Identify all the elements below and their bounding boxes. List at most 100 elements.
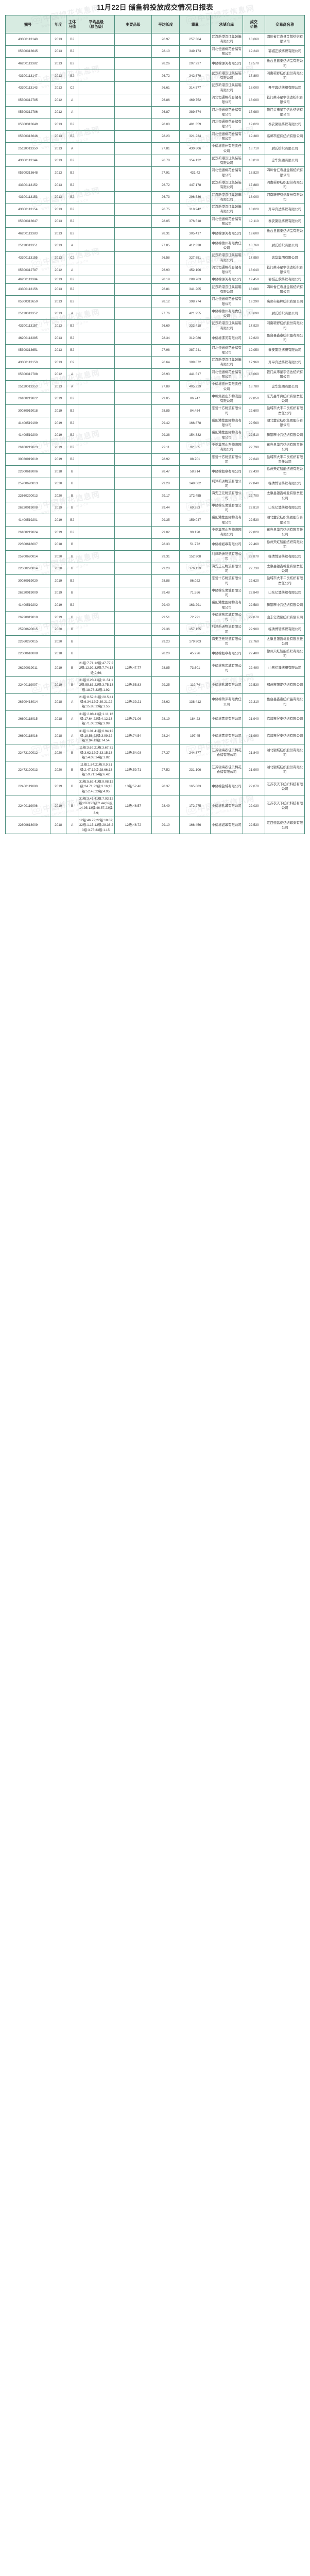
cell-len: 28.23: [151, 130, 180, 143]
cell-mic: B: [66, 744, 79, 762]
cell-grade: [78, 501, 115, 515]
cell-wh: 中储棉青岛有限公司: [210, 727, 243, 745]
cell-year: 2012: [50, 106, 67, 119]
cell-main: [114, 69, 152, 82]
cell-main: [114, 441, 152, 454]
cell-bale: 43300113153: [5, 191, 51, 204]
cell-price: 22,730: [242, 562, 266, 575]
cell-grade: [78, 514, 115, 527]
cell-wt: 71.556: [179, 586, 211, 600]
cell-wt: 84.454: [179, 404, 211, 417]
cell-grade: [78, 489, 115, 502]
cell-wh: 河北恒通棉花仓储有限公司: [210, 368, 243, 381]
cell-len: 26.90: [151, 263, 180, 277]
cell-mic: B: [66, 659, 79, 677]
cell-wt: 376.518: [179, 215, 211, 228]
cell-year: 2013: [50, 154, 67, 167]
cell-buyer: 泰安聚银纺织有限公司: [265, 215, 305, 228]
cell-year: 2013: [50, 166, 67, 179]
cell-bale: 43300113158: [5, 356, 51, 369]
cell-year: 2019: [50, 794, 67, 818]
cell-buyer: 临清博轩纺织有限公司: [265, 550, 305, 563]
table-body: 43300113148 2013 B2 26.97 257.304 武汉新港汉江集装箱有限…: [5, 33, 305, 834]
cell-grade: [78, 465, 115, 478]
cell-price: 19,290: [242, 295, 266, 308]
cell-buyer: 太康县银鑫棉业有限责任公司: [265, 635, 305, 648]
cell-bale: 05300313647: [5, 215, 51, 228]
cell-buyer: 山东亿澳纺织有限公司: [265, 586, 305, 600]
cell-main: [114, 203, 152, 216]
cell-wh: 中储棉如皋有限公司: [210, 538, 243, 551]
cell-bale: 25700620014: [5, 550, 51, 563]
cell-price: 19,450: [242, 276, 266, 284]
cell-price: 22,600: [242, 404, 266, 417]
cell-wt: 354.122: [179, 154, 211, 167]
cell-main: [114, 356, 152, 369]
cell-len: 27.52: [151, 761, 180, 779]
cell-bale: 05300313651: [5, 344, 51, 357]
cell-wt: 321.234: [179, 130, 211, 143]
cell-main: [114, 416, 152, 430]
cell-grade: [78, 538, 115, 551]
cell-year: 2013: [50, 276, 67, 284]
cell-wh: 武汉新港汉江集装箱有限公司: [210, 33, 243, 46]
cell-bale: 22660220013: [5, 489, 51, 502]
cell-wh: 武汉新港汉江集装箱有限公司: [210, 69, 243, 82]
cell-grade: [78, 191, 115, 204]
cell-buyer: 河南新野纺织股份有限公司: [265, 319, 305, 332]
cell-mic: B2: [66, 57, 79, 70]
cell-buyer: 河南新野纺织股份有限公司: [265, 178, 305, 192]
cell-len: 28.12: [151, 295, 180, 308]
cell-buyer: 湖北银城纺织股份有限公司: [265, 761, 305, 779]
cell-mic: B2: [66, 429, 79, 442]
cell-wh: 武汉新港汉江集装箱有限公司: [210, 154, 243, 167]
cell-year: 2020: [50, 562, 67, 575]
cell-mic: A: [66, 368, 79, 381]
cell-wt: 231.106: [179, 761, 211, 779]
cell-len: 29.42: [151, 416, 180, 430]
cell-len: 28.31: [151, 227, 180, 240]
cell-wt: 447.178: [179, 178, 211, 192]
cell-bale: 46200113383: [5, 227, 51, 240]
cell-year: 2012: [50, 368, 67, 381]
trade-report-table: 捆号 年度 主体 马值 平均品级 （颜色级） 主要品级 平均长度 重量 承储仓库 成…: [5, 15, 305, 834]
cell-bale: 30030919020: [5, 574, 51, 587]
cell-buyer: 临清市昱泰纺织有限公司: [265, 710, 305, 728]
table-row: 30030919020 2019 B2 28.88 86.022 东营十方物流有限公司 22…: [5, 574, 305, 587]
cell-wh: 河北恒通棉花仓储有限公司: [210, 45, 243, 58]
table-row: 26220019010 2019 B 29.51 72.791 中储棉东诸城有限公司 22,…: [5, 611, 305, 624]
cell-buyer: 四川省仁寿县金鹅纺织有限公司: [265, 166, 305, 179]
cell-main: [114, 611, 152, 624]
cell-mic: B2: [66, 45, 79, 58]
cell-main: [114, 392, 152, 405]
table-row: 46200113383 2013 B2 28.31 305.417 中储棉漯河有限公司 19…: [5, 227, 305, 240]
cell-wt: 257.304: [179, 33, 211, 46]
table-header: 捆号 年度 主体 马值 平均品级 （颜色级） 主要品级 平均长度 重量 承储仓库 成…: [5, 15, 305, 34]
cell-wh: 武汉新港汉江集装箱有限公司: [210, 251, 243, 264]
table-row: 26220019011 2019 B 21级:7.71;12级:47.77;22级:1…: [5, 659, 305, 677]
cell-price: 18,040: [242, 263, 266, 277]
cell-bale: 05300313649: [5, 118, 51, 131]
cell-bale: 05300312788: [5, 368, 51, 381]
column-header-wh: 承储仓库: [210, 15, 243, 34]
cell-buyer: 河南新野纺织股份有限公司: [265, 191, 305, 204]
cell-mic: B: [66, 647, 79, 660]
cell-buyer: 泰安聚银纺织有限公司: [265, 118, 305, 131]
cell-price: 18,760: [242, 239, 266, 252]
column-header-grade: 平均品级 （颜色级）: [78, 15, 115, 34]
cell-buyer: 盐城市大丰二良纺织有限责任公司: [265, 404, 305, 417]
cell-mic: A: [66, 693, 79, 711]
cell-bale: 05300313645: [5, 45, 51, 58]
table-header-row: 捆号 年度 主体 马值 平均品级 （颜色级） 主要品级 平均长度 重量 承储仓库 成…: [5, 15, 305, 34]
cell-wt: 86.022: [179, 574, 211, 587]
table-row: 26100219024 2019 B2 29.02 90.128 中棉集团山东物流园有限公…: [5, 526, 305, 539]
cell-wh: 江苏银海农佳乐棉花仓储有限公司: [210, 744, 243, 762]
cell-wt: 398.774: [179, 295, 211, 308]
cell-main: [114, 453, 152, 466]
cell-main: [114, 538, 152, 551]
cell-main: 12级:47.77: [114, 659, 152, 677]
cell-price: 19,050: [242, 344, 266, 357]
table-row: 41400519201 2019 B2 29.35 159.047 岳阳港龙国际物流有限公…: [5, 514, 305, 527]
cell-year: 2018: [50, 727, 67, 745]
cell-year: 2019: [50, 501, 67, 515]
